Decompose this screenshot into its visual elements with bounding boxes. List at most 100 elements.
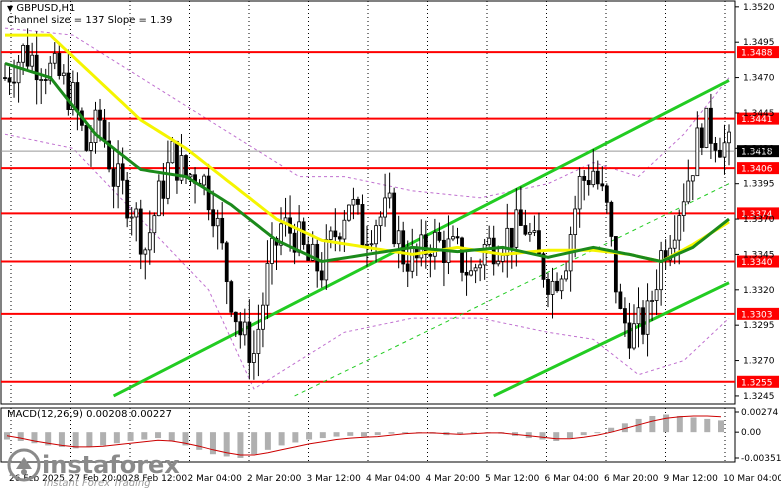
candle-body — [279, 223, 283, 246]
candle-body — [432, 231, 437, 257]
logo-tagline: Instant Forex Trading — [44, 478, 151, 489]
candle-body — [247, 321, 252, 363]
y-tick-label: 1.3245 — [743, 392, 775, 402]
candle-body — [138, 208, 143, 255]
candle-body — [351, 198, 356, 206]
bollinger-lower — [4, 133, 730, 390]
macd-bar — [347, 432, 354, 436]
candle-body — [215, 217, 220, 227]
level-tag — [737, 375, 779, 388]
candle-body — [125, 179, 130, 219]
candle-body — [184, 155, 188, 178]
candle-body — [410, 246, 415, 272]
candle-body — [57, 53, 62, 76]
candle-body — [437, 231, 442, 241]
candle-body — [238, 321, 243, 336]
candle-body — [152, 215, 157, 234]
candle-body — [93, 109, 98, 144]
candle-body — [202, 175, 207, 186]
macd-bar — [402, 432, 409, 434]
candle-body — [165, 162, 170, 199]
macd-bar — [209, 432, 216, 455]
candle-body — [179, 155, 184, 181]
candle-body — [220, 217, 225, 244]
macd-bar — [31, 432, 38, 444]
candle-body — [713, 143, 718, 151]
candle-body — [423, 234, 428, 255]
candle-body — [668, 247, 673, 261]
level-tag — [737, 46, 779, 59]
candle-body — [591, 170, 596, 186]
level-label: 1.3255 — [741, 378, 773, 388]
candle-body — [360, 204, 365, 246]
y-tick-label: 1.3395 — [743, 180, 775, 190]
candle-body — [428, 253, 433, 257]
candle-body — [636, 307, 641, 325]
channel-line — [493, 281, 730, 398]
candle-body — [451, 236, 455, 240]
macd-bar — [182, 432, 189, 446]
macd-bar — [113, 432, 120, 444]
candle-body — [654, 289, 659, 301]
macd-bar — [251, 432, 258, 455]
instaforex-logo-icon — [7, 448, 41, 482]
level-label: 1.3303 — [741, 310, 773, 320]
candle-body — [34, 54, 39, 81]
candle-body — [378, 216, 383, 227]
candle-body — [509, 227, 514, 248]
x-tick-label: 4 Mar 04:00 — [366, 474, 421, 484]
candle-body — [261, 304, 265, 330]
candle-body — [143, 249, 148, 255]
main-grid — [0, 0, 736, 463]
candle-body — [337, 236, 342, 240]
y-tick-label: 1.3270 — [743, 357, 775, 367]
candle-body — [496, 260, 501, 265]
candle-body — [25, 45, 30, 67]
candle-body — [333, 230, 338, 238]
candle-body — [523, 225, 528, 235]
candle-body — [251, 353, 256, 363]
level-label: 1.3406 — [741, 165, 773, 175]
level-tag — [737, 162, 779, 175]
macd-bar — [690, 417, 697, 433]
y-tick-label: 1.3495 — [743, 38, 775, 48]
candle-body — [419, 234, 424, 259]
candle-body — [695, 127, 700, 177]
candle-body — [722, 142, 727, 158]
macd-bar — [17, 432, 24, 441]
candle-body — [30, 54, 35, 67]
macd-bar — [333, 432, 340, 437]
candle-body — [532, 230, 537, 233]
candle-body — [541, 253, 546, 280]
level-label: 1.3488 — [741, 49, 773, 59]
candle-body — [84, 124, 89, 151]
dropdown-triangle-icon[interactable]: ▼ — [7, 4, 14, 13]
candle-body — [613, 236, 618, 293]
ma-fast-line — [4, 61, 730, 264]
y-tick-label: 1.3345 — [743, 250, 775, 260]
macd-bar — [539, 432, 546, 440]
macd-bar — [278, 432, 285, 446]
time-axis: 26 Feb 2025 27 Feb 20:00 28 Feb 12:00 2 Mar… — [9, 474, 781, 484]
level-label: 1.3340 — [741, 258, 773, 268]
candle-body — [3, 77, 7, 79]
candle-body — [265, 263, 270, 306]
candle-body — [365, 243, 369, 246]
candle-body — [514, 209, 519, 248]
moving-averages — [4, 33, 730, 264]
candle-body — [559, 278, 564, 292]
candle-body — [505, 227, 510, 256]
channel-midline — [294, 183, 730, 397]
macd-bar — [580, 432, 587, 436]
candle-body — [292, 232, 297, 253]
candle-body — [188, 174, 193, 178]
symbol-label: ▼ GBPUSD,H1 — [7, 3, 75, 14]
y-tick-label: 1.3320 — [743, 286, 775, 296]
candle-body — [405, 263, 410, 272]
candle-body — [111, 168, 116, 187]
candle-body — [7, 77, 12, 83]
macd-bar — [594, 432, 601, 434]
channel-label: Channel size = 137 Slope = 1.39 — [7, 15, 173, 26]
candle-body — [242, 321, 247, 336]
